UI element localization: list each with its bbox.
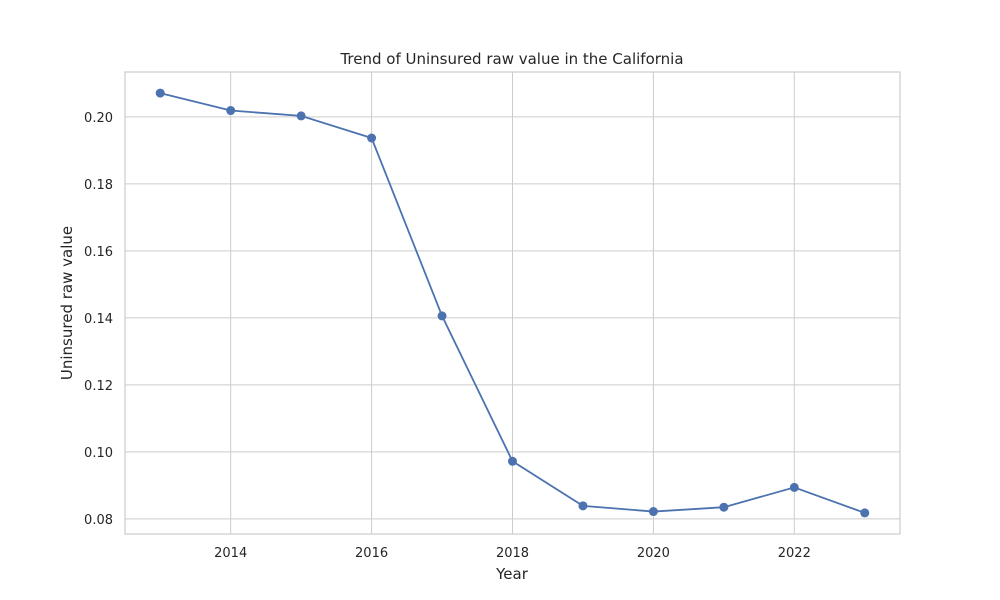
data-point — [367, 133, 377, 143]
y-tick-label: 0.18 — [84, 178, 113, 193]
data-point — [296, 111, 306, 121]
data-point — [437, 311, 447, 321]
data-point — [226, 106, 236, 116]
data-point — [860, 508, 870, 518]
x-tick-labels: 2014 2016 2018 2020 2022 — [214, 546, 811, 561]
y-axis-label: Uninsured raw value — [58, 226, 76, 380]
data-point — [648, 507, 658, 517]
data-points — [155, 88, 870, 518]
y-tick-label: 0.16 — [84, 245, 113, 260]
data-point — [789, 482, 799, 492]
data-point — [578, 501, 588, 511]
plot-frame — [124, 71, 901, 535]
x-tick-label: 2020 — [637, 546, 670, 561]
y-tick-label: 0.10 — [84, 446, 113, 461]
x-tick-label: 2022 — [778, 546, 811, 561]
grid-lines — [125, 72, 900, 534]
data-point — [155, 88, 165, 98]
y-tick-label: 0.12 — [84, 379, 113, 394]
y-tick-label: 0.14 — [84, 312, 113, 327]
x-axis-label: Year — [495, 565, 529, 583]
x-tick-label: 2016 — [355, 546, 388, 561]
y-tick-labels: 0.08 0.10 0.12 0.14 0.16 0.18 0.20 — [84, 111, 113, 528]
y-tick-label: 0.20 — [84, 111, 113, 126]
chart-title: Trend of Uninsured raw value in the Cali… — [339, 50, 683, 68]
y-tick-label: 0.08 — [84, 513, 113, 528]
data-point — [508, 456, 517, 466]
data-point — [719, 502, 729, 512]
x-tick-label: 2018 — [496, 546, 529, 561]
x-tick-label: 2014 — [214, 546, 247, 561]
